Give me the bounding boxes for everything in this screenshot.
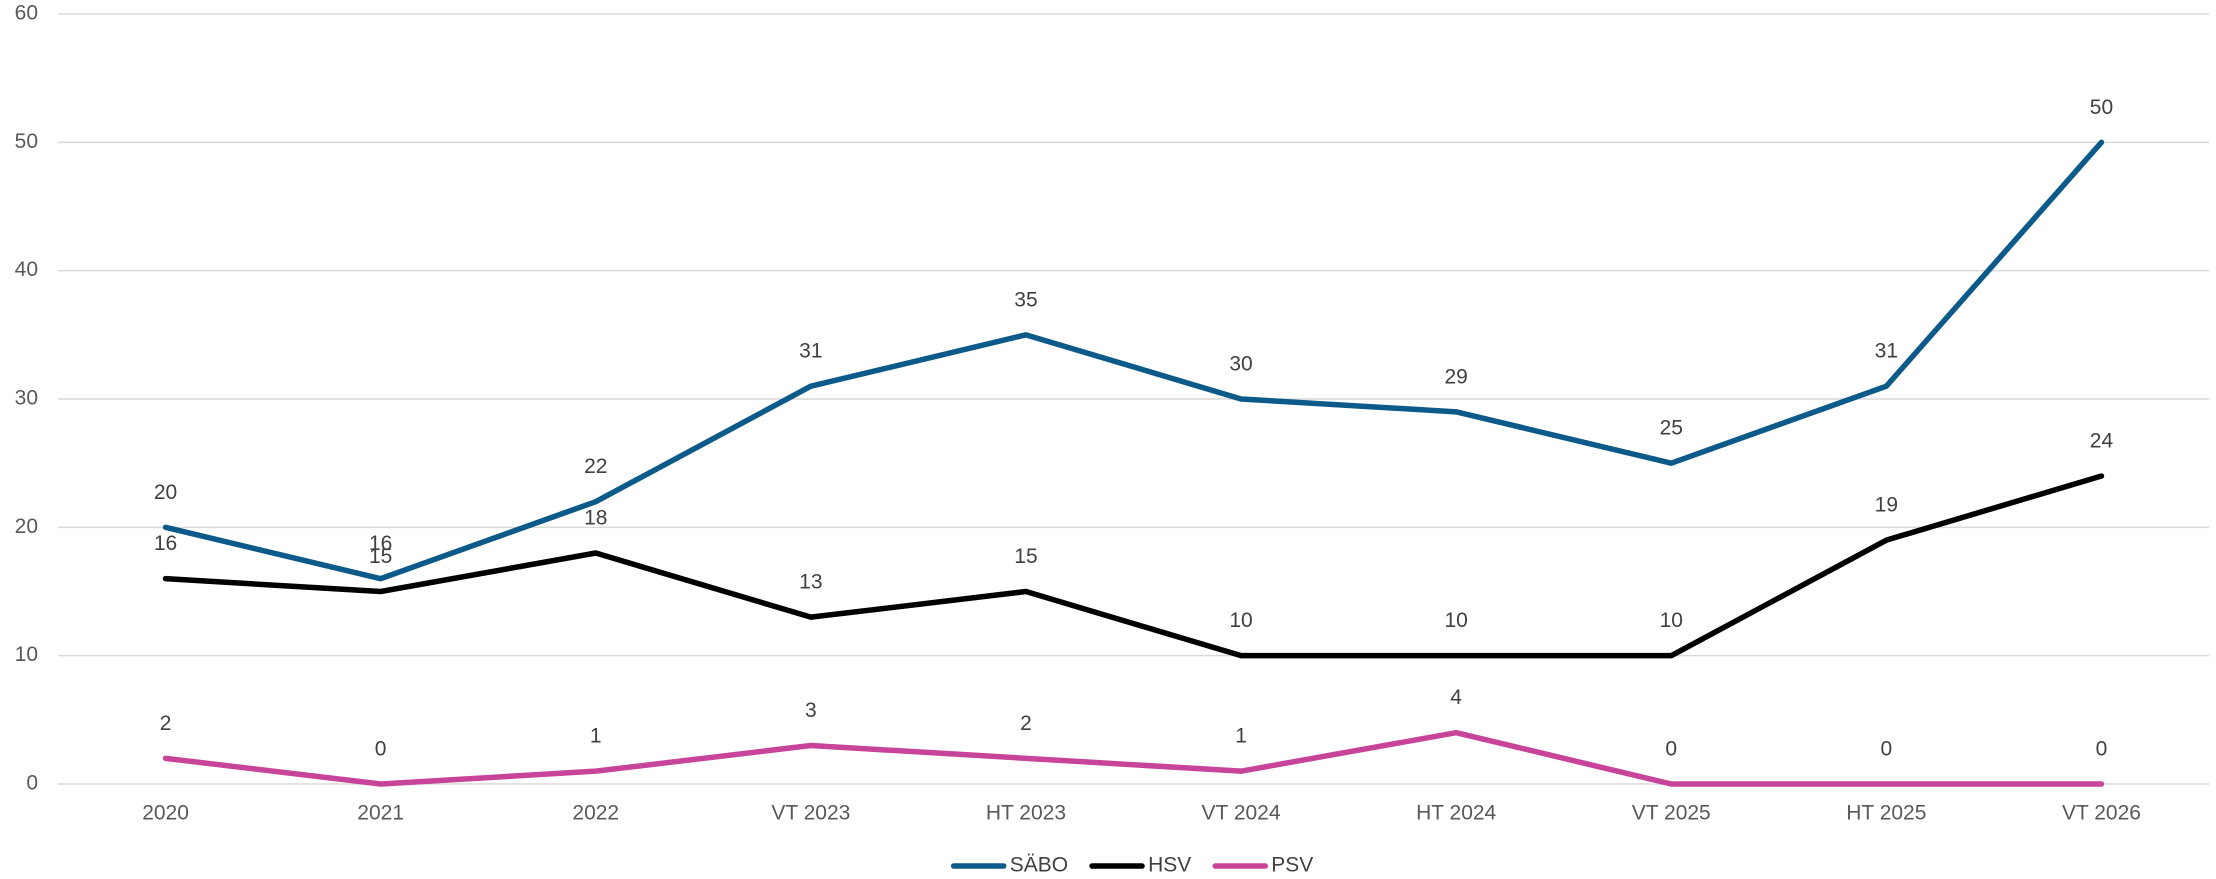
series-line bbox=[162, 473, 2105, 659]
y-tick-label: 30 bbox=[15, 387, 38, 410]
data-label: 24 bbox=[2090, 430, 2114, 453]
x-tick-label: HT 2023 bbox=[986, 802, 1066, 825]
data-label: 15 bbox=[369, 545, 392, 568]
data-label: 16 bbox=[154, 532, 177, 555]
data-label: 50 bbox=[2090, 96, 2113, 119]
data-label: 22 bbox=[584, 455, 607, 478]
series-line bbox=[162, 729, 2105, 787]
x-tick-label: VT 2026 bbox=[2062, 802, 2141, 825]
legend-item: PSV bbox=[1212, 854, 1313, 877]
x-tick-label: HT 2024 bbox=[1416, 802, 1496, 825]
data-label: 2 bbox=[160, 712, 172, 735]
x-tick-label: VT 2023 bbox=[771, 802, 850, 825]
legend-item: SÄBO bbox=[950, 854, 1068, 877]
data-label: 13 bbox=[799, 571, 822, 594]
y-tick-label: 10 bbox=[15, 643, 38, 666]
data-label: 20 bbox=[154, 481, 177, 504]
data-label: 2 bbox=[1020, 712, 1032, 735]
data-label: 0 bbox=[1881, 738, 1893, 761]
data-label: 30 bbox=[1229, 353, 1252, 376]
legend-label: HSV bbox=[1148, 854, 1191, 877]
data-label: 3 bbox=[805, 699, 817, 722]
data-label: 0 bbox=[2096, 738, 2108, 761]
data-label: 1 bbox=[590, 725, 602, 748]
data-label: 18 bbox=[584, 507, 607, 530]
y-tick-label: 0 bbox=[26, 772, 38, 795]
data-label: 35 bbox=[1014, 288, 1037, 311]
data-label: 10 bbox=[1229, 609, 1252, 632]
data-label: 19 bbox=[1875, 494, 1898, 517]
data-label: 31 bbox=[799, 340, 822, 363]
data-label: 31 bbox=[1875, 340, 1898, 363]
data-label: 0 bbox=[375, 738, 387, 761]
x-tick-label: VT 2025 bbox=[1632, 802, 1711, 825]
data-label: 15 bbox=[1014, 545, 1037, 568]
x-tick-label: HT 2025 bbox=[1846, 802, 1926, 825]
data-label: 25 bbox=[1660, 417, 1683, 440]
data-label: 29 bbox=[1444, 365, 1467, 388]
legend-label: SÄBO bbox=[1010, 854, 1068, 877]
data-label: 1 bbox=[1235, 725, 1247, 748]
x-tick-label: VT 2024 bbox=[1202, 802, 1281, 825]
data-label: 0 bbox=[1665, 738, 1677, 761]
y-tick-label: 50 bbox=[15, 130, 38, 153]
y-tick-label: 40 bbox=[15, 258, 38, 281]
y-tick-label: 60 bbox=[15, 2, 38, 25]
y-tick-label: 20 bbox=[15, 515, 38, 538]
data-label: 16 bbox=[369, 532, 392, 555]
data-label: 4 bbox=[1450, 686, 1462, 709]
data-label: 10 bbox=[1444, 609, 1467, 632]
data-label: 10 bbox=[1660, 609, 1683, 632]
x-tick-label: 2021 bbox=[357, 802, 404, 825]
x-tick-label: 2022 bbox=[572, 802, 619, 825]
legend-item: HSV bbox=[1089, 854, 1191, 877]
x-tick-label: 2020 bbox=[142, 802, 189, 825]
legend-label: PSV bbox=[1271, 854, 1313, 877]
series-line bbox=[162, 139, 2105, 582]
